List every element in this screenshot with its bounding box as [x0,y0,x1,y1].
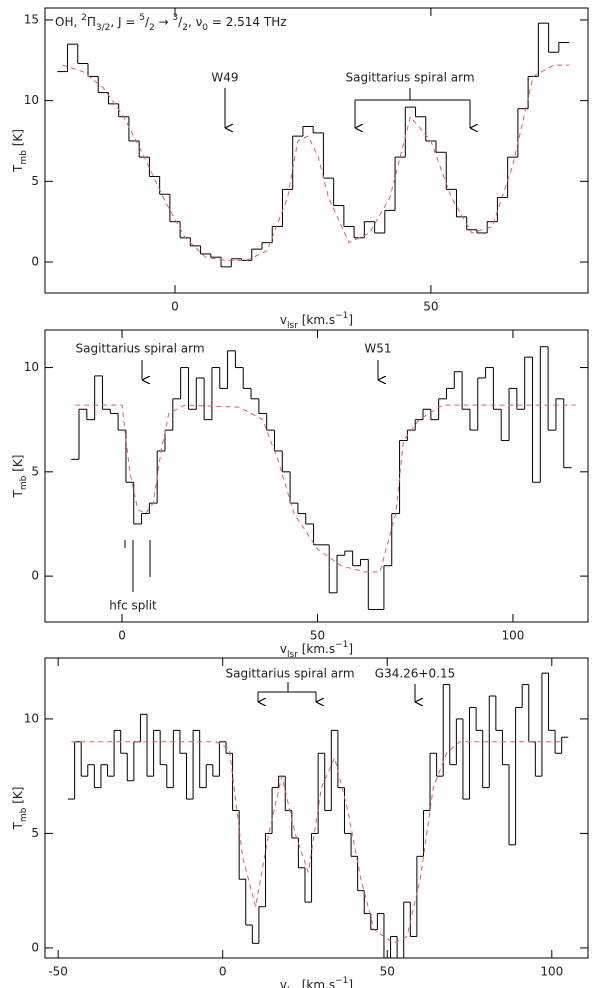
y-axis-label: Tmb [K] [11,787,29,831]
y-tick-label: 10 [24,93,39,107]
annotation: Sagittarius spiral arm [345,71,474,85]
x-axis-label-part: v [280,313,287,327]
x-axis-label-part: [km.s [298,642,335,656]
x-tick-label: 50 [423,300,438,314]
y-tick-label: 0 [31,940,39,954]
x-axis-label-part: ] [348,978,353,988]
plot-frame [44,329,589,623]
y-axis-label: Tmb [K] [11,129,29,173]
x-axis-label-part: −1 [335,311,348,321]
chart-title-part: , J = [110,15,139,29]
annotation: Sagittarius spiral arm [75,342,204,356]
x-axis-label: vlsr [km.s−1] [280,976,353,988]
y-tick-label: 15 [24,12,39,26]
x-tick-label: 0 [118,629,126,643]
x-axis-label-part: ] [348,313,353,327]
chart-title-part: 3/2 [96,23,110,33]
y-tick-label: 5 [31,826,39,840]
chart-title-part: , ν [188,15,203,29]
x-axis-label-part: lsr [287,650,298,660]
plot-data [71,346,576,610]
annotation: hfc split [109,599,157,613]
y-axis-label-part: T [11,821,25,830]
x-axis-label-part: −1 [335,640,348,650]
x-axis-label-part: −1 [335,976,348,986]
x-axis-label-part: [km.s [298,313,335,327]
annotations: W49 Sagittarius spiral arm Sagittarius s… [75,71,474,703]
y-tick-label: 10 [24,711,39,725]
chart-title-part: 3 [172,13,178,23]
plot-frame [44,7,589,294]
plot-frame [44,657,589,959]
chart-title-part: = 2.514 THz [208,15,287,29]
chart-title-part: / [178,15,183,29]
y-axis-label-part: T [11,489,25,498]
x-tick-label: 100 [540,965,563,979]
chart-title-part: 2 [182,23,188,33]
chart-title-part: 2 [149,23,155,33]
annotation: W51 [364,342,391,356]
chart-title-part: / [145,15,150,29]
x-tick-label: 50 [310,629,325,643]
chart-title-part: OH, [55,15,81,29]
annotation: W49 [211,71,238,85]
x-tick-label: 0 [219,965,227,979]
plot-data [57,22,570,268]
hfc-markers [124,540,151,592]
bracket [258,682,316,693]
chart-title-part: 5 [139,13,145,23]
y-tick-label: 0 [31,569,39,583]
chart-title-part: Π [87,15,96,29]
y-axis-label-part: mb [19,475,29,490]
model-line [62,64,570,261]
y-axis-label-part: mb [19,150,29,165]
x-axis-label-part: lsr [287,321,298,331]
annotation: Sagittarius spiral arm [225,667,354,681]
y-tick-label: 5 [31,174,39,188]
y-tick-label: 5 [31,464,39,478]
x-axis-label-part: v [280,642,287,656]
y-axis-label-part: [K] [11,129,25,150]
y-tick-label: 0 [31,255,39,269]
x-axis-label-part: [km.s [298,978,335,988]
x-axis-label-part: v [280,978,287,988]
y-tick-label: 10 [24,360,39,374]
bracket [355,88,470,101]
x-axis-label-part: ] [348,642,353,656]
x-tick-label: -50 [48,965,68,979]
x-tick-label: 0 [171,300,179,314]
x-axis-label-part: lsr [287,986,298,988]
y-axis-label-part: T [11,164,25,173]
x-tick-label: 100 [501,629,524,643]
y-axis-label-part: [K] [11,455,25,476]
chart-title-part: 2 [81,13,87,23]
x-axis-label: vlsr [km.s−1] [280,311,353,331]
chart-title: OH, 2Π3/2, J = 5/2 → 3/2, ν0 = 2.514 THz [55,13,287,33]
y-axis-label-part: mb [19,807,29,822]
chart-title-part: → [155,15,173,29]
y-axis-label: Tmb [K] [11,455,29,499]
y-axis-label-part: [K] [11,787,25,808]
annotation: G34.26+0.15 [375,667,455,681]
plot-data [68,672,569,958]
model-line [75,404,576,573]
x-axis-label: vlsr [km.s−1] [280,640,353,660]
chart-title-part: 0 [202,23,208,33]
x-tick-label: 50 [380,965,395,979]
